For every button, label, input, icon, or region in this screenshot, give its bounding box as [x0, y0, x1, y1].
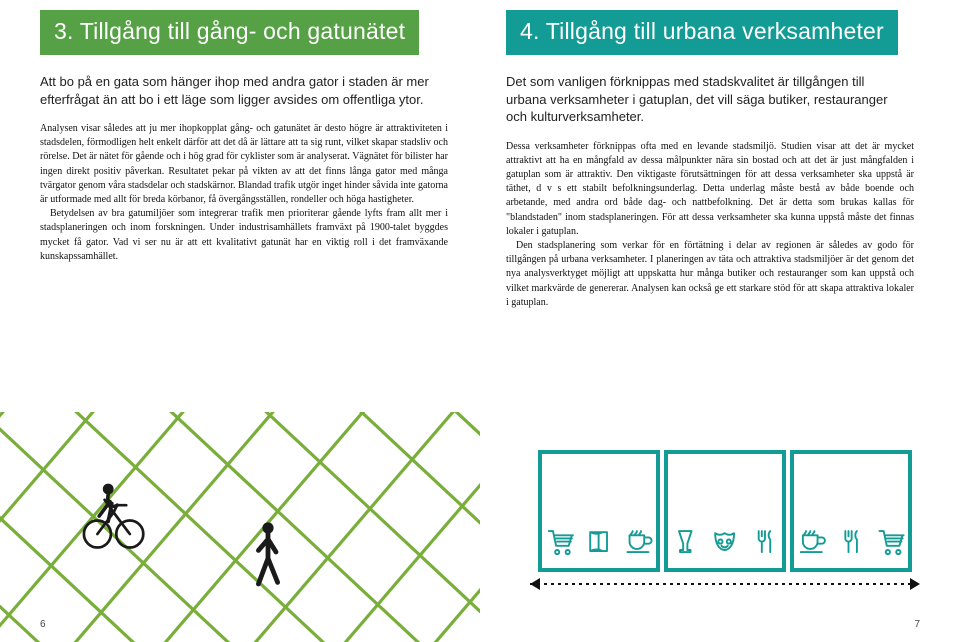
body-para: Analysen visar således att ju mer ihopko… — [40, 122, 448, 207]
glass-icon — [679, 531, 692, 552]
body-text-left: Analysen visar således att ju mer ihopko… — [40, 122, 448, 264]
intro-text-right: Det som vanligen förknippas med stadskva… — [506, 73, 906, 126]
body-text-right: Dessa verksamheter förknippas ofta med e… — [506, 140, 914, 310]
section-heading-4: 4. Tillgång till urbana verksamheter — [506, 10, 898, 55]
cup-icon — [627, 531, 651, 552]
cup-icon — [801, 531, 825, 552]
cart-icon — [549, 531, 573, 554]
cart-icon — [879, 531, 903, 554]
intro-text-left: Att bo på en gata som hänger ihop med an… — [40, 73, 440, 108]
page-number-right: 7 — [914, 619, 920, 630]
body-para: Den stadsplanering som verkar för en för… — [506, 239, 914, 310]
section-heading-3: 3. Tillgång till gång- och gatunätet — [40, 10, 419, 55]
body-para: Dessa verksamheter förknippas ofta med e… — [506, 140, 914, 239]
page-left: 3. Tillgång till gång- och gatunätet Att… — [0, 0, 480, 642]
fork-icon — [759, 531, 771, 552]
book-icon — [590, 532, 607, 551]
mask-icon — [715, 533, 734, 550]
activity-squares-svg — [480, 412, 960, 642]
activity-squares-illustration — [480, 412, 960, 642]
fork-icon — [845, 531, 857, 552]
street-grid-illustration — [0, 412, 480, 642]
page-right: 4. Tillgång till urbana verksamheter Det… — [480, 0, 960, 642]
page-number-left: 6 — [40, 619, 46, 630]
body-para: Betydelsen av bra gatumiljöer som integr… — [40, 207, 448, 264]
street-grid-svg — [0, 412, 480, 642]
